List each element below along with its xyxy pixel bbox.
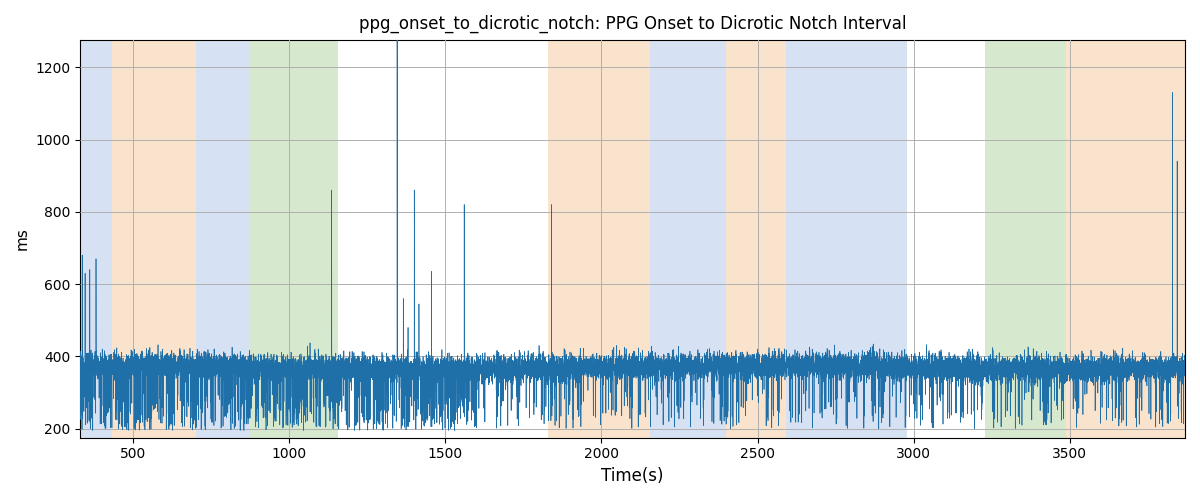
Bar bbox=[248, 40, 338, 438]
Bar bbox=[1067, 40, 1186, 438]
Bar bbox=[196, 40, 248, 438]
Bar bbox=[726, 40, 786, 438]
Bar bbox=[548, 40, 650, 438]
Bar bbox=[112, 40, 196, 438]
Bar bbox=[650, 40, 726, 438]
Y-axis label: ms: ms bbox=[14, 228, 30, 250]
Title: ppg_onset_to_dicrotic_notch: PPG Onset to Dicrotic Notch Interval: ppg_onset_to_dicrotic_notch: PPG Onset t… bbox=[359, 15, 906, 34]
Bar bbox=[985, 40, 1067, 438]
Bar bbox=[80, 40, 112, 438]
X-axis label: Time(s): Time(s) bbox=[601, 467, 664, 485]
Bar bbox=[786, 40, 907, 438]
